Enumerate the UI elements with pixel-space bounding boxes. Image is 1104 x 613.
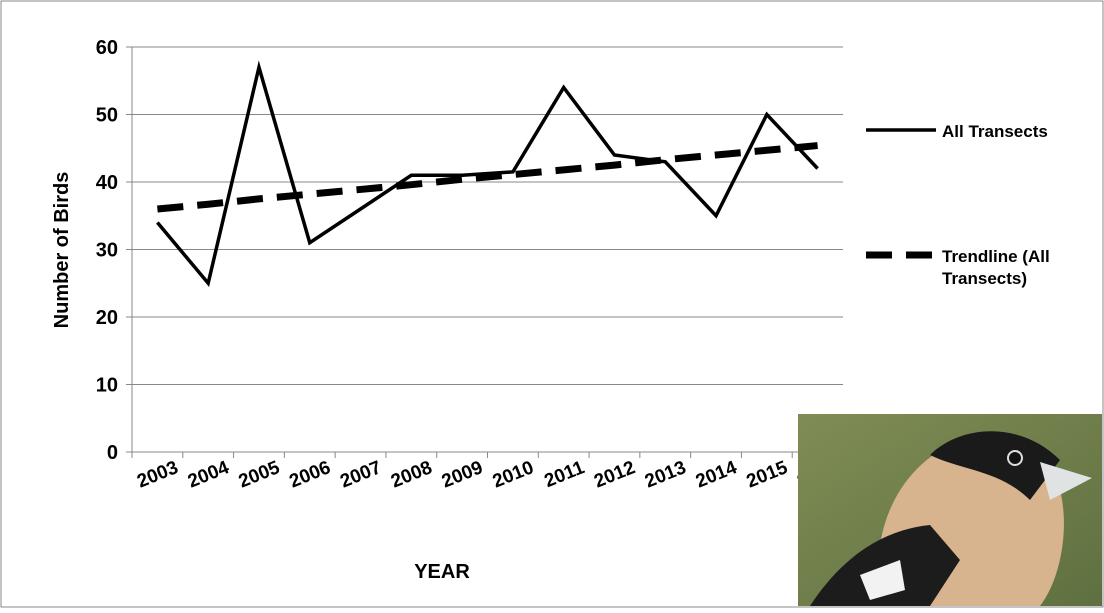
legend-label: Trendline (All Transects) (942, 247, 1050, 288)
y-tick-label: 40 (96, 172, 118, 194)
y-tick-label: 10 (96, 375, 118, 397)
y-tick-label: 50 (96, 105, 118, 127)
legend-label: All Transects (942, 122, 1048, 141)
y-tick-label: 30 (96, 240, 118, 262)
y-axis-label: Number of Birds (51, 172, 73, 329)
y-tick-label: 60 (96, 37, 118, 59)
y-tick-label: 0 (107, 442, 118, 464)
trendline (157, 142, 818, 213)
x-axis-label: YEAR (414, 561, 470, 583)
y-tick-label: 20 (96, 307, 118, 329)
bird-photo (798, 414, 1102, 606)
